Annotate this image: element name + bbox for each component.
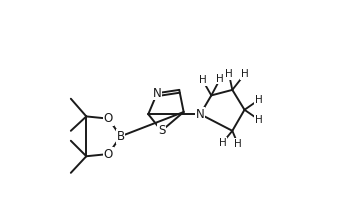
Text: H: H [216, 74, 224, 84]
Text: N: N [196, 108, 205, 121]
Text: H: H [225, 69, 233, 79]
Text: H: H [255, 115, 263, 125]
Text: H: H [234, 139, 242, 149]
Text: O: O [104, 148, 113, 161]
Text: H: H [241, 69, 248, 79]
Text: H: H [218, 138, 226, 148]
Text: H: H [255, 95, 263, 105]
Text: B: B [117, 130, 125, 143]
Text: S: S [158, 124, 165, 137]
Text: O: O [104, 112, 113, 125]
Text: N: N [153, 87, 162, 100]
Text: H: H [199, 75, 206, 85]
